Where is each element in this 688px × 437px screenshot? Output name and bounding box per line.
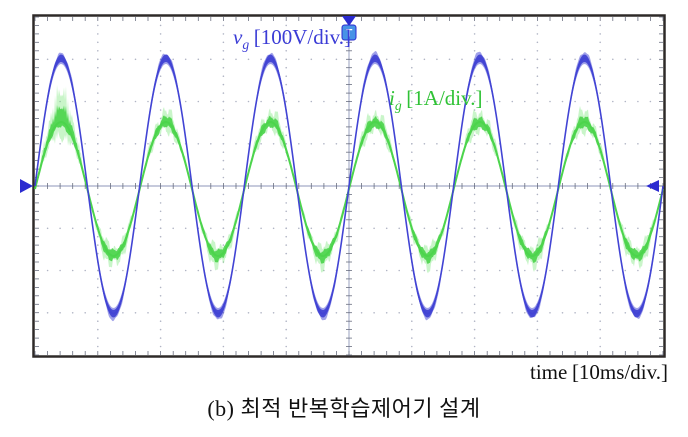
left-zero-marker-icon: [20, 179, 33, 193]
trigger-box-icon: [341, 24, 357, 41]
figure-caption: (b) 최적 반복학습제어기 설계: [207, 396, 481, 421]
voltage-symbol: v: [233, 25, 243, 49]
time-units: [10ms/div.]: [571, 360, 668, 384]
time-scale-label: time [10ms/div.]: [530, 360, 668, 384]
time-word: time: [530, 360, 568, 384]
current-units: [1A/div.]: [406, 86, 483, 110]
current-scale-label: ig [1A/div.]: [389, 86, 483, 114]
trigger-arrow-icon: [342, 16, 356, 26]
trigger-label: T: [346, 28, 353, 40]
voltage-units: [100V/div.]: [253, 25, 351, 49]
right-zero-marker-icon: [646, 180, 659, 192]
current-symbol: i: [389, 86, 395, 110]
voltage-subscript: g: [242, 37, 250, 53]
vg-trace-core: [34, 57, 664, 315]
current-subscript: g: [394, 98, 402, 114]
graticule-border: [32, 14, 666, 358]
voltage-scale-label: vg [100V/div.]: [233, 25, 351, 53]
